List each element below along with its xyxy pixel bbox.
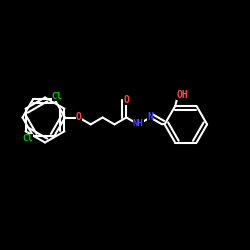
Text: O: O [124,95,129,105]
Text: NH: NH [133,119,144,128]
Text: N: N [147,112,153,122]
Text: Cl: Cl [52,92,62,101]
Text: OH: OH [176,90,188,100]
Text: Cl: Cl [23,134,34,143]
Text: O: O [76,112,82,122]
